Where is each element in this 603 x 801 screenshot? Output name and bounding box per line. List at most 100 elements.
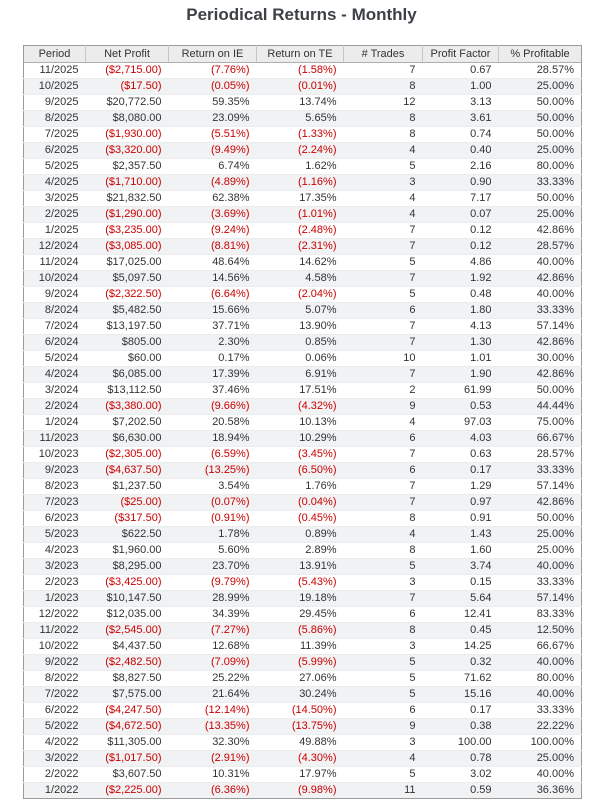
- cell-period: 10/2025: [23, 78, 86, 95]
- table-header: Period Net Profit Return on IE Return on TE…: [23, 45, 582, 63]
- cell-period: 5/2022: [23, 718, 86, 735]
- cell-pct-profitable: 25.00%: [498, 526, 582, 543]
- table-row: 3/2024 $13,112.50 37.46% 17.51% 2 61.99 50.00%: [23, 382, 582, 399]
- table-row: 2/2023 ($3,425.00) (9.79%) (5.43%) 3 0.15 33.3…: [23, 574, 582, 591]
- cell-num-trades: 5: [343, 158, 423, 175]
- cell-net-profit: $17,025.00: [85, 254, 169, 271]
- cell-period: 3/2022: [23, 750, 86, 767]
- table-row: 4/2024 $6,085.00 17.39% 6.91% 7 1.90 42.86%: [23, 366, 582, 383]
- cell-period: 10/2024: [23, 270, 86, 287]
- cell-return-on-ie: 15.66%: [168, 302, 257, 319]
- cell-net-profit: $60.00: [85, 350, 169, 367]
- cell-return-on-ie: 5.60%: [168, 542, 257, 559]
- cell-return-on-ie: (7.76%): [168, 62, 257, 79]
- cell-return-on-te: 6.91%: [256, 366, 344, 383]
- cell-profit-factor: 0.53: [422, 398, 499, 415]
- cell-period: 4/2023: [23, 542, 86, 559]
- cell-period: 3/2023: [23, 558, 86, 575]
- cell-return-on-te: (13.75%): [256, 718, 344, 735]
- table-row: 7/2023 ($25.00) (0.07%) (0.04%) 7 0.97 42.86%: [23, 494, 582, 511]
- cell-return-on-te: (5.43%): [256, 574, 344, 591]
- cell-net-profit: $5,482.50: [85, 302, 169, 319]
- cell-pct-profitable: 12.50%: [498, 622, 582, 639]
- cell-net-profit: $1,237.50: [85, 478, 169, 495]
- cell-return-on-ie: (6.36%): [210, 784, 250, 796]
- cell-pct-profitable: 40.00%: [498, 654, 582, 671]
- cell-num-trades: 5: [343, 670, 423, 687]
- cell-return-on-te: 1.62%: [256, 158, 344, 175]
- cell-net-profit: ($4,637.50): [85, 462, 169, 479]
- cell-profit-factor: 1.80: [422, 302, 499, 319]
- cell-return-on-ie: (0.07%): [168, 494, 257, 511]
- cell-pct-profitable: 50.00%: [498, 126, 582, 143]
- cell-return-on-ie: 1.78%: [168, 526, 257, 543]
- table-row: 3/2023 $8,295.00 23.70% 13.91% 5 3.74 40.00%: [23, 558, 582, 575]
- column-header-return-on-ie: Return on IE: [168, 45, 257, 63]
- cell-return-on-ie: (8.81%): [168, 238, 257, 255]
- cell-profit-factor: 0.07: [422, 206, 499, 223]
- cell-profit-factor: 0.38: [422, 718, 499, 735]
- cell-net-profit: $10,147.50: [85, 590, 169, 607]
- cell-period: 3/2025: [23, 190, 86, 207]
- cell-profit-factor: 0.59: [470, 784, 492, 796]
- cell-num-trades: 6: [343, 462, 423, 479]
- cell-return-on-ie: 37.71%: [168, 318, 257, 335]
- cell-period: 2/2024: [23, 398, 86, 415]
- cell-return-on-te: 13.91%: [256, 558, 344, 575]
- cell-return-on-ie: (4.89%): [168, 174, 257, 191]
- table-row: 4/2023 $1,960.00 5.60% 2.89% 8 1.60 25.00%: [23, 542, 582, 559]
- cell-pct-profitable: 25.00%: [498, 206, 582, 223]
- cell-return-on-te: 13.74%: [256, 94, 344, 111]
- cell-net-profit: $8,827.50: [85, 670, 169, 687]
- cell-profit-factor: 0.40: [422, 142, 499, 159]
- cell-return-on-te: 5.07%: [256, 302, 344, 319]
- cell-num-trades: 6: [343, 702, 423, 719]
- cell-return-on-te: (1.01%): [256, 206, 344, 223]
- cell-net-profit: ($4,672.50): [85, 718, 169, 735]
- cell-num-trades: 2: [343, 382, 423, 399]
- cell-profit-factor: 4.86: [422, 254, 499, 271]
- cell-return-on-te: 49.88%: [256, 734, 344, 751]
- cell-return-on-ie: (5.51%): [168, 126, 257, 143]
- table-row: 1/2023 $10,147.50 28.99% 19.18% 7 5.64 57.14%: [23, 590, 582, 607]
- cell-num-trades: 6: [343, 430, 423, 447]
- cell-profit-factor: 0.74: [422, 126, 499, 143]
- cell-pct-profitable: 30.00%: [498, 350, 582, 367]
- cell-pct-profitable: 40.00%: [498, 766, 582, 783]
- cell-num-trades: 5: [343, 766, 423, 783]
- cell-return-on-ie: 10.31%: [168, 766, 257, 783]
- cell-net-profit: ($3,085.00): [85, 238, 169, 255]
- cell-pct-profitable: 33.33%: [498, 702, 582, 719]
- cell-profit-factor: 0.91: [422, 510, 499, 527]
- table-row: 10/2023 ($2,305.00) (6.59%) (3.45%) 7 0.63 28.…: [23, 446, 582, 463]
- cell-return-on-te: (1.58%): [256, 62, 344, 79]
- cell-num-trades: 8: [343, 622, 423, 639]
- cell-pct-profitable: 36.36%: [536, 784, 574, 796]
- cell-num-trades: 4: [343, 414, 423, 431]
- cell-profit-factor: 0.90: [422, 174, 499, 191]
- cell-net-profit: ($3,235.00): [85, 222, 169, 239]
- cell-num-trades: 4: [343, 206, 423, 223]
- column-header-net-profit: Net Profit: [85, 45, 169, 63]
- cell-profit-factor: 12.41: [422, 606, 499, 623]
- cell-pct-profitable: 66.67%: [498, 430, 582, 447]
- cell-profit-factor: 1.60: [422, 542, 499, 559]
- cell-net-profit: $21,832.50: [85, 190, 169, 207]
- cell-period: 9/2024: [23, 286, 86, 303]
- cell-net-profit: $622.50: [85, 526, 169, 543]
- cell-period: 11/2022: [23, 622, 86, 639]
- cell-return-on-ie: 6.74%: [168, 158, 257, 175]
- cell-pct-profitable: 42.86%: [498, 270, 582, 287]
- cell-return-on-te: (2.04%): [256, 286, 344, 303]
- table-row: 4/2025 ($1,710.00) (4.89%) (1.16%) 3 0.90 33.3…: [23, 174, 582, 191]
- cell-period: 7/2024: [23, 318, 86, 335]
- cell-net-profit: $4,437.50: [85, 638, 169, 655]
- cell-return-on-te: (4.30%): [256, 750, 344, 767]
- cell-pct-profitable: 25.00%: [498, 142, 582, 159]
- cell-net-profit: ($2,545.00): [85, 622, 169, 639]
- cell-pct-profitable: 80.00%: [498, 158, 582, 175]
- cell-pct-profitable: 40.00%: [498, 558, 582, 575]
- cell-period: 2/2023: [23, 574, 86, 591]
- cell-return-on-ie: (9.79%): [168, 574, 257, 591]
- cell-pct-profitable: 22.22%: [498, 718, 582, 735]
